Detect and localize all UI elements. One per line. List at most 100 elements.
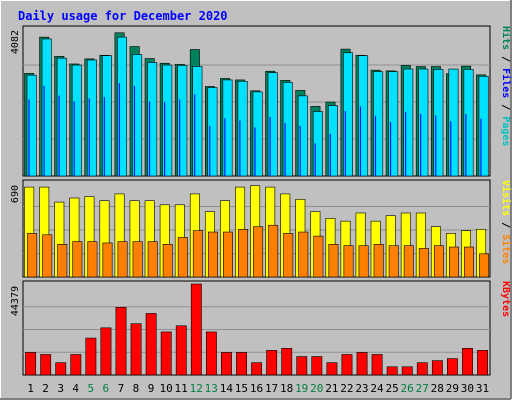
- pages-bar: [252, 91, 263, 177]
- kbytes-bar: [175, 325, 187, 376]
- day-17-bars: [265, 186, 279, 278]
- kbytes-bar: [85, 337, 97, 376]
- day-31-bars: [477, 350, 488, 376]
- sites-bar: [433, 245, 444, 278]
- kbytes-bar: [221, 352, 232, 376]
- legend-part: Sites: [500, 234, 512, 264]
- day-5-bars: [84, 196, 98, 278]
- day-label: 29: [446, 382, 459, 395]
- day-22-bars: [340, 48, 353, 177]
- day-label: 23: [355, 382, 368, 395]
- kbytes-bar: [371, 354, 383, 376]
- day-label: 28: [431, 382, 444, 395]
- pages-bar: [448, 68, 459, 177]
- day-5-bars: [84, 58, 97, 177]
- day-9-bars: [144, 200, 158, 278]
- day-23-bars: [356, 352, 368, 376]
- kbytes-bar: [40, 354, 52, 376]
- day-label: 27: [416, 382, 429, 395]
- day-label: 4: [72, 382, 79, 395]
- legend-part: KBytes: [500, 281, 511, 317]
- kbytes-bar: [115, 307, 127, 376]
- day-label: 9: [148, 382, 155, 395]
- panel-visits_sites: 690 Visits / Sites: [10, 179, 512, 278]
- pages-bar: [418, 68, 429, 177]
- kbytes-bar: [205, 331, 217, 376]
- day-19-bars: [296, 356, 308, 376]
- pages-bar: [327, 105, 338, 177]
- day-12-bars: [189, 49, 203, 177]
- day-11-bars: [174, 64, 188, 177]
- pages-bar: [147, 62, 158, 177]
- pages-bar: [478, 75, 489, 177]
- day-label: 3: [57, 382, 64, 395]
- sites-bar: [238, 229, 249, 278]
- kbytes-bar: [160, 331, 172, 376]
- day-31-bars: [476, 229, 490, 278]
- legend-part: /: [500, 216, 511, 234]
- day-29-bars: [446, 68, 459, 177]
- kbytes-bar: [190, 283, 202, 376]
- day-26-bars: [401, 366, 413, 376]
- pages-bar: [237, 81, 248, 177]
- pages-bar: [56, 57, 67, 177]
- sites-bar: [42, 234, 53, 278]
- day-24-bars: [371, 354, 383, 376]
- sites-bar: [343, 245, 354, 278]
- day-30-bars: [462, 348, 473, 376]
- day-5-bars: [85, 337, 97, 376]
- kbytes-bar: [130, 323, 142, 376]
- day-6-bars: [99, 54, 112, 177]
- day-10-bars: [159, 62, 173, 177]
- kbytes-bar: [145, 313, 157, 376]
- day-4-bars: [69, 197, 83, 278]
- legend-part: /: [500, 50, 511, 68]
- pages-bar: [373, 71, 384, 177]
- day-label: 31: [476, 382, 489, 395]
- day-18-bars: [280, 79, 293, 177]
- sites-bar: [132, 241, 143, 278]
- day-label: 7: [118, 382, 125, 395]
- day-14-bars: [221, 352, 232, 376]
- day-label: 8: [133, 382, 140, 395]
- kbytes-bar: [477, 350, 488, 376]
- pages-bar: [433, 69, 444, 177]
- kbytes-bar: [386, 366, 398, 376]
- kbytes-bar: [281, 348, 293, 376]
- day-12-bars: [189, 193, 203, 278]
- day-17-bars: [265, 70, 278, 177]
- day-3-bars: [54, 201, 68, 278]
- day-label: 30: [461, 382, 474, 395]
- day-4-bars: [70, 354, 82, 376]
- pages-bar: [177, 65, 188, 177]
- sites-bar: [72, 241, 83, 278]
- sites-bar: [223, 231, 233, 278]
- day-label: 11: [175, 382, 188, 395]
- sites-bar: [328, 244, 339, 278]
- day-27-bars: [416, 362, 428, 376]
- day-28-bars: [430, 226, 444, 278]
- day-8-bars: [129, 200, 143, 278]
- kbytes-bar: [401, 366, 413, 376]
- day-label: 16: [250, 382, 263, 395]
- sites-bar: [253, 226, 264, 278]
- day-29-bars: [447, 358, 458, 376]
- pages-bar: [358, 55, 369, 177]
- kbytes-bar: [311, 356, 323, 376]
- pages-bar: [86, 59, 97, 177]
- day-1-bars: [24, 73, 37, 177]
- y-max-label: 44379: [10, 286, 21, 316]
- day-27-bars: [415, 66, 429, 177]
- day-31-bars: [476, 74, 489, 177]
- day-16-bars: [250, 90, 263, 177]
- day-25-bars: [385, 215, 399, 278]
- day-22-bars: [340, 220, 354, 278]
- sites-bar: [117, 241, 128, 278]
- day-2-bars: [39, 36, 52, 177]
- day-13-bars: [204, 211, 218, 278]
- sites-bar: [373, 244, 384, 278]
- sites-bar: [147, 241, 158, 278]
- day-29-bars: [446, 233, 459, 278]
